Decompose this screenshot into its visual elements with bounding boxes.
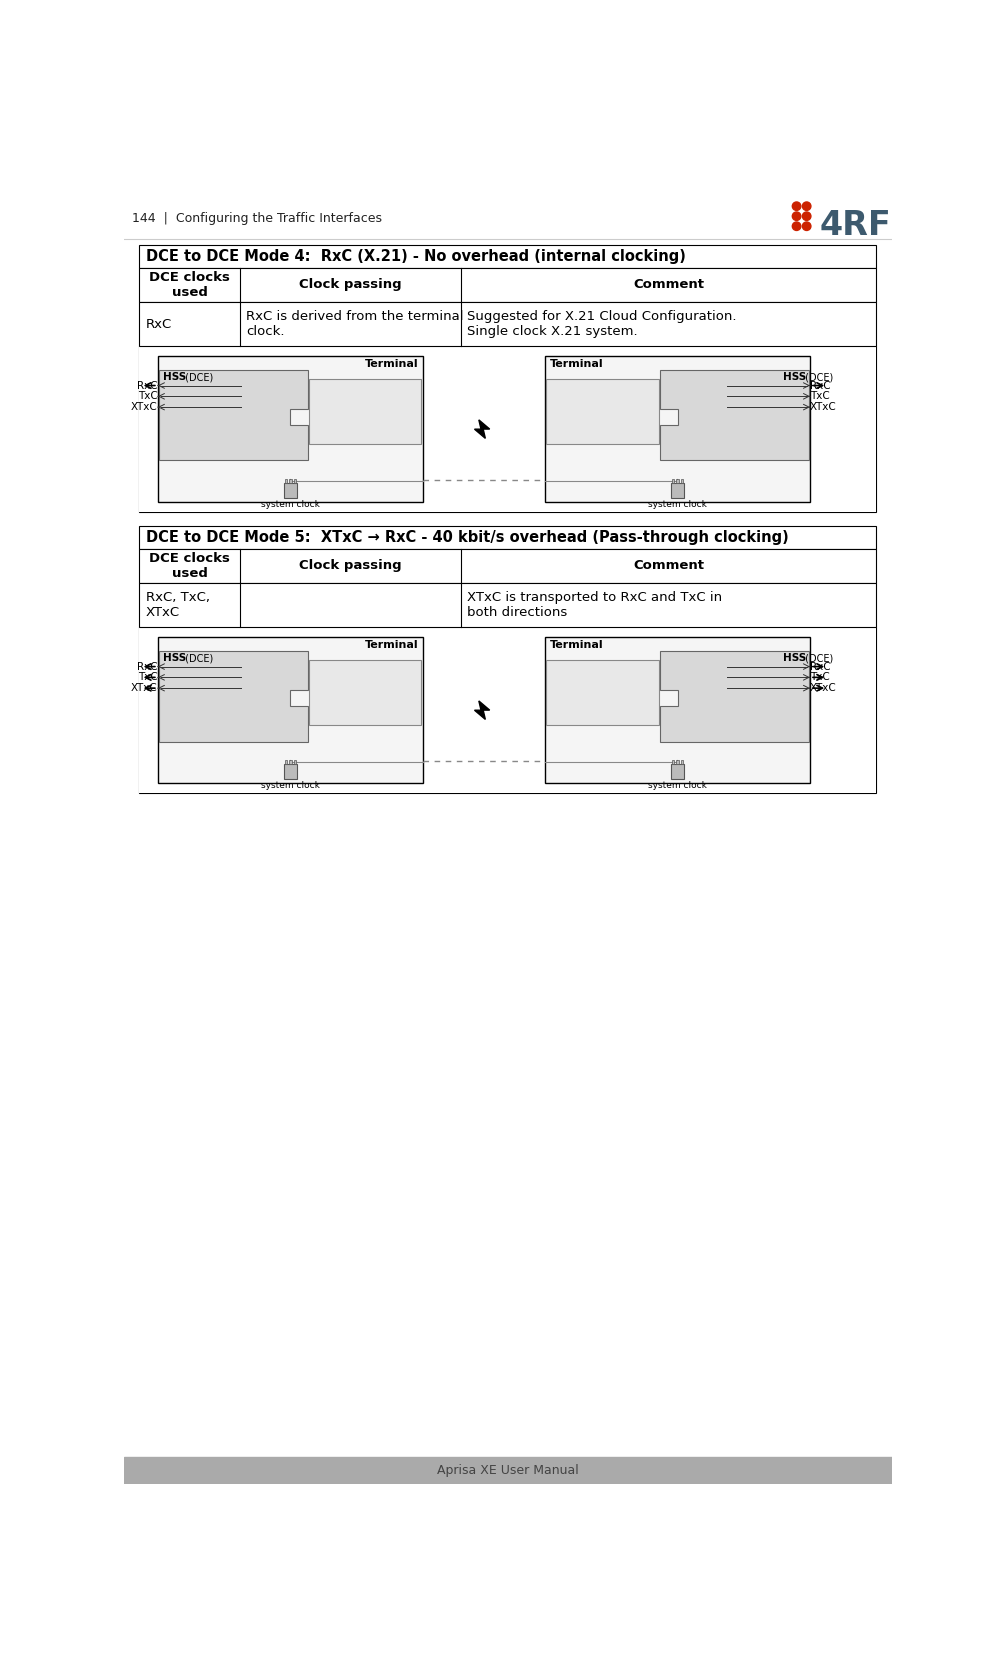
Text: TxC: TxC xyxy=(810,672,829,682)
Text: RxC: RxC xyxy=(146,317,171,330)
Bar xyxy=(309,660,421,725)
Circle shape xyxy=(803,212,811,220)
Text: TxC: TxC xyxy=(138,392,158,402)
Text: HSS: HSS xyxy=(783,372,807,382)
Text: XTxC: XTxC xyxy=(131,402,158,412)
Text: Aprisa XE User Manual: Aprisa XE User Manual xyxy=(437,1464,579,1477)
Circle shape xyxy=(793,202,801,210)
Text: Comment: Comment xyxy=(633,560,705,572)
Bar xyxy=(284,478,287,483)
Text: Suggested for X.21 Cloud Configuration.
Single clock X.21 system.: Suggested for X.21 Cloud Configuration. … xyxy=(467,310,736,338)
Text: TxC: TxC xyxy=(810,392,829,402)
Bar xyxy=(545,378,659,443)
Polygon shape xyxy=(160,652,308,742)
Bar xyxy=(140,347,876,512)
Bar xyxy=(545,637,810,783)
Circle shape xyxy=(793,212,801,220)
Polygon shape xyxy=(660,652,809,742)
Text: HSS: HSS xyxy=(783,653,807,663)
Polygon shape xyxy=(660,370,809,460)
Text: DCE to DCE Mode 5:  XTxC → RxC - 40 kbit/s overhead (Pass-through clocking): DCE to DCE Mode 5: XTxC → RxC - 40 kbit/… xyxy=(146,530,788,545)
Bar xyxy=(294,478,296,483)
Polygon shape xyxy=(475,700,490,720)
Bar xyxy=(671,763,684,778)
Text: RxC: RxC xyxy=(810,380,830,390)
Bar xyxy=(545,357,810,502)
Text: (DCE): (DCE) xyxy=(802,653,832,663)
Bar xyxy=(289,478,291,483)
Text: DCE clocks
used: DCE clocks used xyxy=(150,270,230,298)
Text: 144  |  Configuring the Traffic Interfaces: 144 | Configuring the Traffic Interfaces xyxy=(132,212,382,225)
Bar xyxy=(676,478,679,483)
Polygon shape xyxy=(475,420,490,438)
Bar xyxy=(676,760,679,763)
Text: system clock: system clock xyxy=(648,500,707,508)
Text: (DCE): (DCE) xyxy=(181,372,213,382)
Text: Terminal: Terminal xyxy=(365,360,418,370)
Bar xyxy=(124,1457,892,1484)
Text: XTxC is transported to RxC and TxC in
both directions: XTxC is transported to RxC and TxC in bo… xyxy=(467,592,722,618)
Text: RxC: RxC xyxy=(137,662,158,672)
Text: XTxC: XTxC xyxy=(131,683,158,693)
Bar xyxy=(681,760,683,763)
Bar xyxy=(671,483,684,498)
Text: RxC is derived from the terminal
clock.: RxC is derived from the terminal clock. xyxy=(247,310,464,338)
Bar xyxy=(289,760,291,763)
Text: TxC: TxC xyxy=(138,672,158,682)
Text: (DCE): (DCE) xyxy=(802,372,832,382)
Bar xyxy=(284,483,296,498)
Text: RxC, TxC,
XTxC: RxC, TxC, XTxC xyxy=(146,592,209,618)
Text: DCE to DCE Mode 4:  RxC (X.21) - No overhead (internal clocking): DCE to DCE Mode 4: RxC (X.21) - No overh… xyxy=(146,248,686,263)
Circle shape xyxy=(803,202,811,210)
Bar xyxy=(284,763,296,778)
Bar xyxy=(672,760,674,763)
Bar xyxy=(140,268,876,302)
Text: (DCE): (DCE) xyxy=(181,653,213,663)
Circle shape xyxy=(793,222,801,230)
Bar xyxy=(140,627,876,793)
Bar xyxy=(140,245,876,268)
Bar xyxy=(140,302,876,347)
Text: system clock: system clock xyxy=(261,500,320,508)
Bar xyxy=(309,378,421,443)
Circle shape xyxy=(803,222,811,230)
Text: HSS: HSS xyxy=(164,653,186,663)
Bar xyxy=(294,760,296,763)
Bar xyxy=(140,583,876,627)
Bar xyxy=(158,637,423,783)
Text: system clock: system clock xyxy=(261,780,320,790)
Text: Clock passing: Clock passing xyxy=(299,560,402,572)
Bar xyxy=(140,627,876,793)
Polygon shape xyxy=(160,370,308,460)
Text: Comment: Comment xyxy=(633,278,705,292)
Text: Terminal: Terminal xyxy=(549,640,603,650)
Text: Clock passing: Clock passing xyxy=(299,278,402,292)
Text: XTxC: XTxC xyxy=(810,402,836,412)
Bar xyxy=(140,347,876,512)
Text: HSS: HSS xyxy=(164,372,186,382)
Text: system clock: system clock xyxy=(648,780,707,790)
Bar xyxy=(140,548,876,583)
Bar xyxy=(681,478,683,483)
Bar xyxy=(140,525,876,548)
Text: DCE clocks
used: DCE clocks used xyxy=(150,552,230,580)
Bar xyxy=(158,357,423,502)
Text: Terminal: Terminal xyxy=(549,360,603,370)
Bar xyxy=(672,478,674,483)
Text: Terminal: Terminal xyxy=(365,640,418,650)
Text: RxC: RxC xyxy=(137,380,158,390)
Text: 4RF: 4RF xyxy=(820,210,892,242)
Bar xyxy=(284,760,287,763)
Text: XTxC: XTxC xyxy=(810,683,836,693)
Bar xyxy=(545,660,659,725)
Text: RxC: RxC xyxy=(810,662,830,672)
